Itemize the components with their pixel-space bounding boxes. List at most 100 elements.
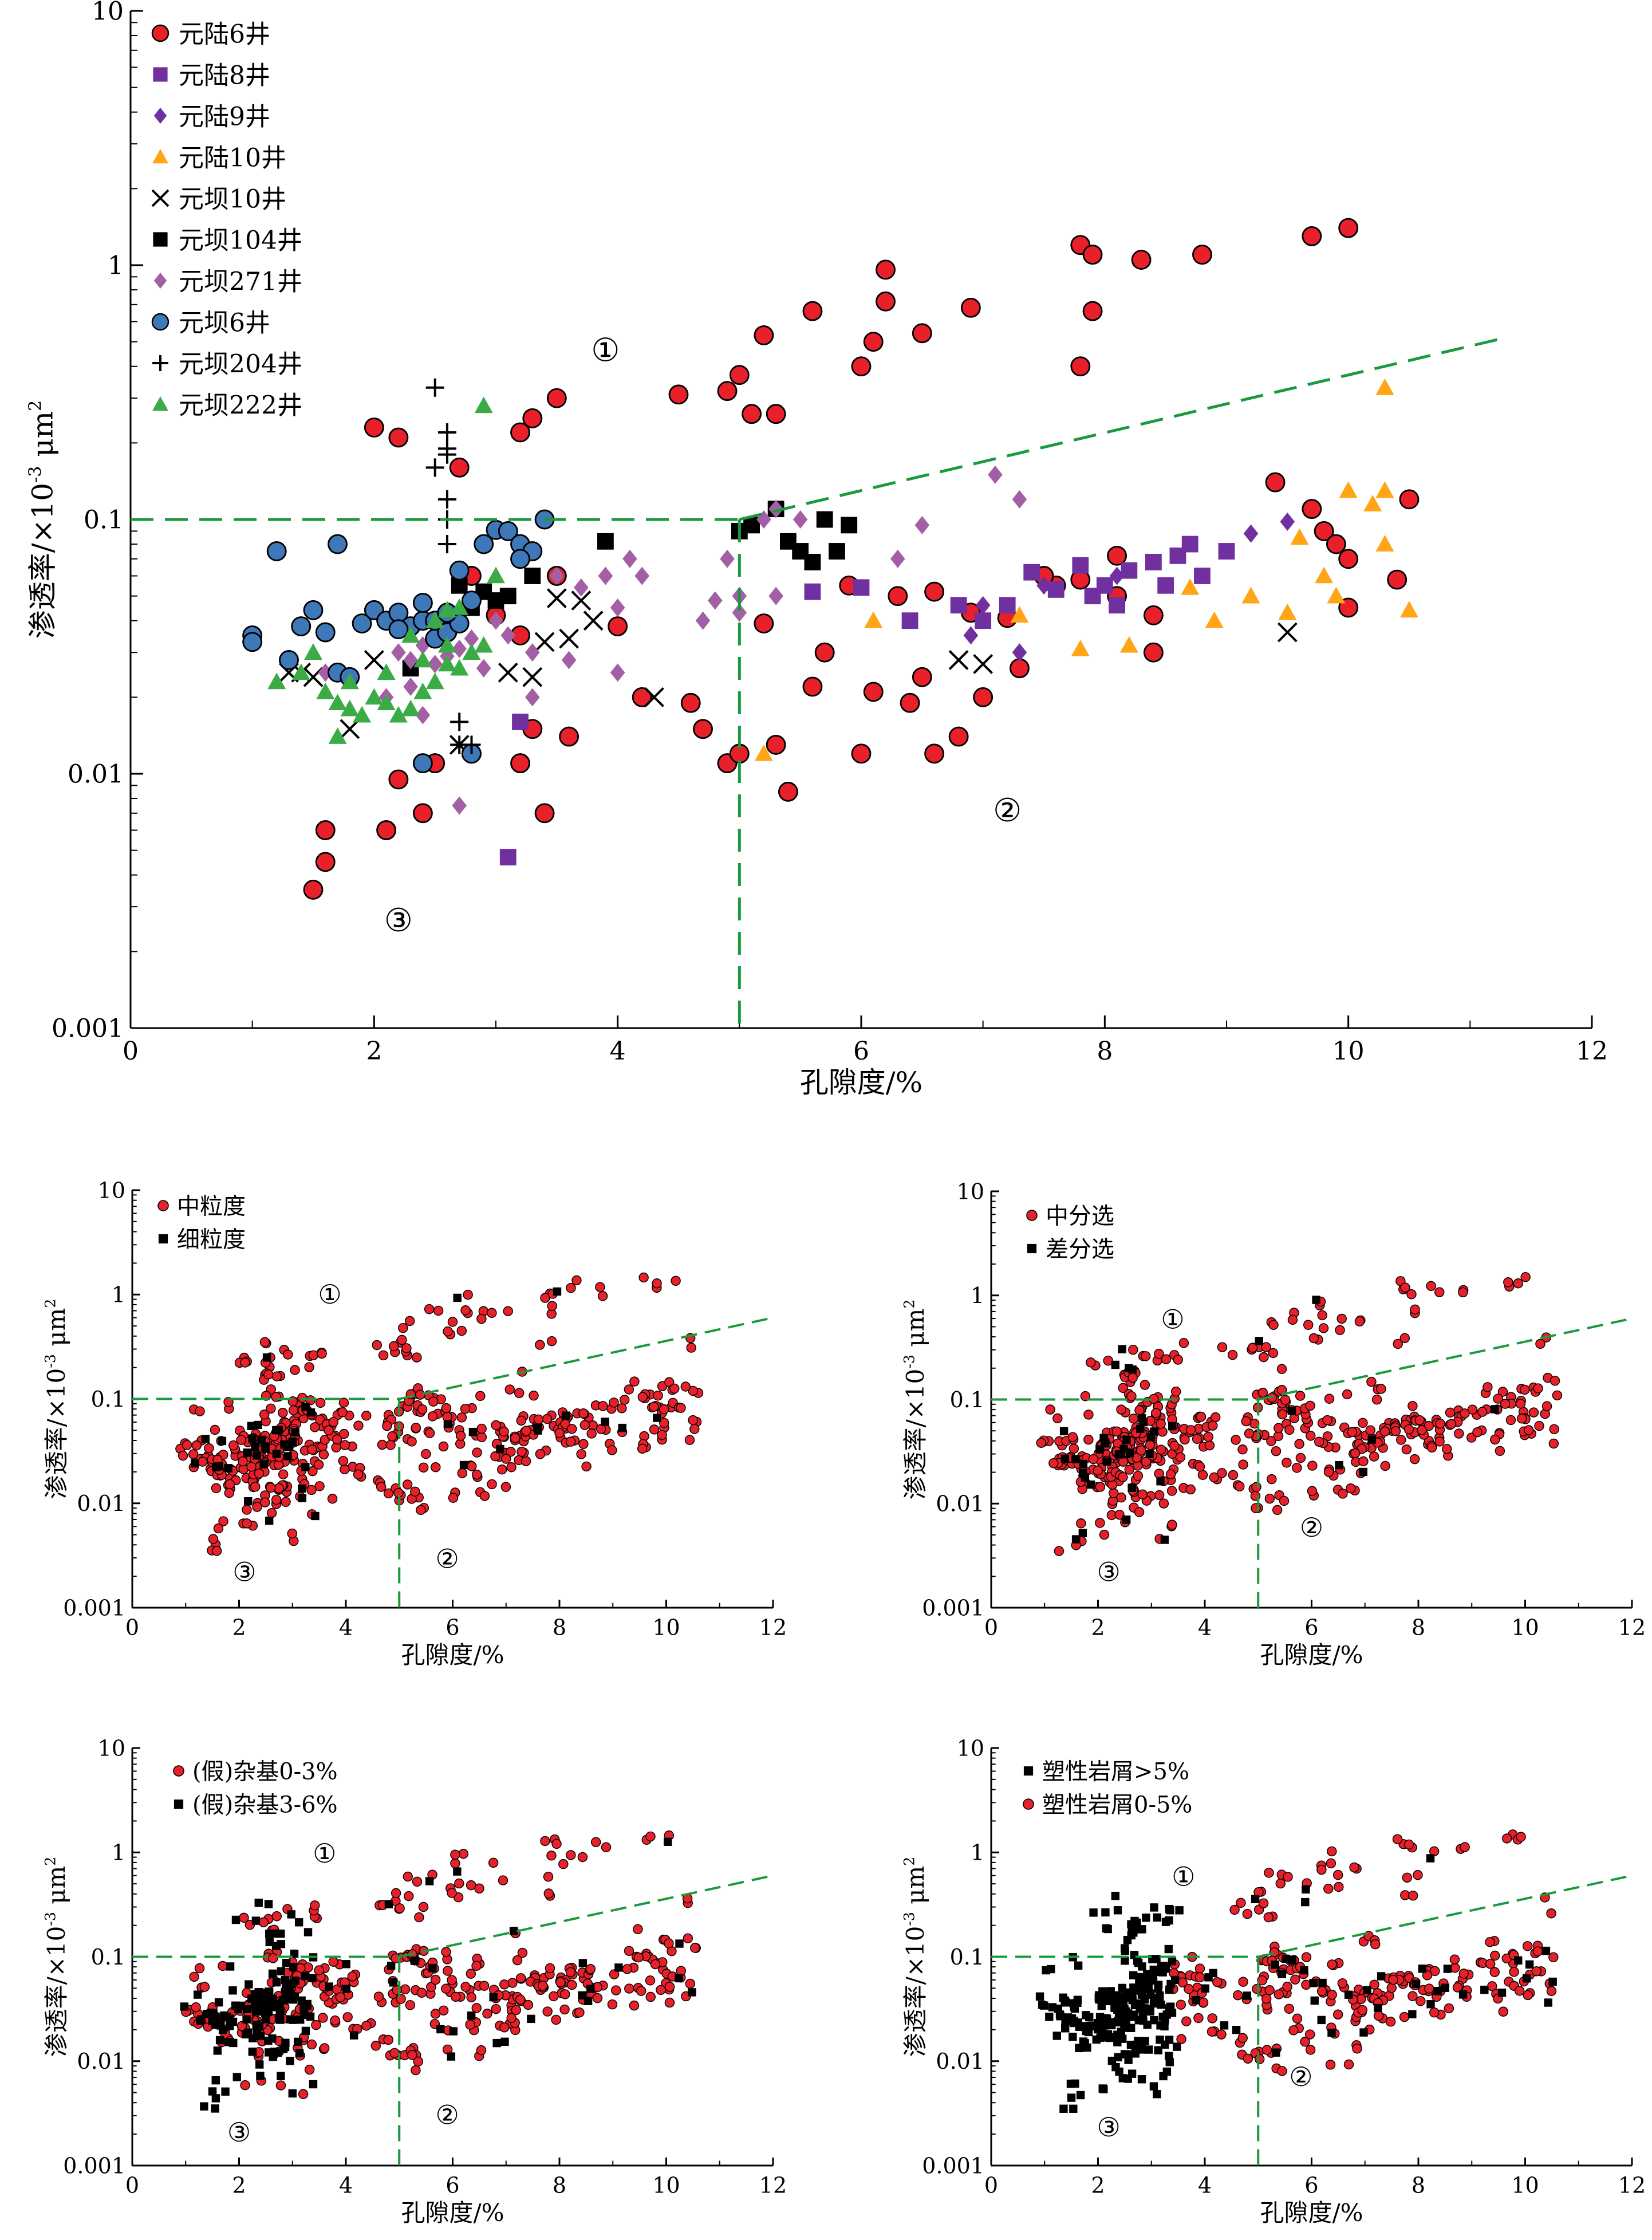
data-point xyxy=(975,612,992,629)
data-point xyxy=(611,1985,621,1995)
data-point xyxy=(257,1435,266,1444)
x-tick-label: 10 xyxy=(1332,1037,1365,1066)
data-point xyxy=(328,727,347,744)
y-tick-label: 0.001 xyxy=(922,2153,984,2178)
data-point xyxy=(391,1888,401,1899)
data-point xyxy=(391,643,406,662)
data-point xyxy=(1495,1446,1505,1456)
data-point xyxy=(377,663,396,680)
data-point xyxy=(522,408,543,428)
data-point xyxy=(476,1313,487,1324)
data-point xyxy=(1060,1996,1069,2005)
data-point xyxy=(259,1460,268,1469)
data-point xyxy=(561,651,577,670)
data-point xyxy=(1288,1955,1296,1965)
data-point xyxy=(214,1998,223,2007)
data-point xyxy=(174,1799,184,1809)
data-point xyxy=(1408,1891,1418,1901)
data-point xyxy=(601,1842,612,1852)
data-point xyxy=(1292,1463,1302,1473)
data-point xyxy=(645,1831,656,1842)
data-point-stroke xyxy=(303,667,324,687)
data-point xyxy=(1210,1412,1221,1423)
data-point xyxy=(349,2031,358,2040)
legend-item: 元坝6井 xyxy=(151,309,270,338)
data-point xyxy=(1346,1483,1356,1494)
data-point xyxy=(266,541,287,561)
data-point xyxy=(525,643,540,662)
data-point xyxy=(256,2072,265,2080)
data-point xyxy=(1264,1868,1274,1878)
data-point xyxy=(1132,1983,1141,1992)
data-point xyxy=(488,611,503,630)
data-point xyxy=(437,636,456,653)
data-point xyxy=(151,24,169,42)
data-point xyxy=(1426,2000,1435,2009)
data-point xyxy=(453,1293,462,1302)
data-point xyxy=(1052,2032,1061,2040)
data-point xyxy=(510,549,530,569)
data-point xyxy=(204,1443,214,1454)
cutoff-sloped xyxy=(739,336,1507,521)
data-point xyxy=(458,1849,469,1859)
data-point xyxy=(1165,2036,1174,2044)
data-point xyxy=(499,1979,510,1990)
data-point xyxy=(1136,1424,1145,1433)
legend-label: 元陆9井 xyxy=(179,103,270,132)
legend-label: 中粒度 xyxy=(177,1193,246,1219)
data-point xyxy=(476,1423,487,1434)
data-point xyxy=(717,381,738,401)
y-tick-label: 10 xyxy=(92,0,124,26)
data-point xyxy=(1242,1908,1253,1919)
data-point xyxy=(352,613,372,634)
data-point xyxy=(1118,1472,1128,1482)
data-point xyxy=(547,1301,557,1311)
data-point xyxy=(1301,1952,1312,1962)
series-8 xyxy=(425,378,481,754)
data-point xyxy=(370,2041,381,2051)
data-point xyxy=(1523,1974,1531,1983)
data-point xyxy=(1244,1428,1255,1439)
data-point xyxy=(1442,1444,1452,1454)
data-point xyxy=(1045,2013,1054,2021)
data-point xyxy=(1128,1414,1139,1424)
data-point xyxy=(228,1440,239,1451)
data-point xyxy=(1268,1348,1279,1359)
data-point xyxy=(307,1466,318,1477)
data-point-stroke xyxy=(1277,622,1298,643)
data-point-stroke xyxy=(151,189,169,207)
data-point xyxy=(412,593,433,613)
data-point xyxy=(688,1415,698,1426)
data-point xyxy=(1335,1325,1345,1336)
data-point xyxy=(1181,578,1200,595)
data-point xyxy=(1261,1993,1272,2004)
data-point xyxy=(1197,1470,1208,1480)
data-point xyxy=(1305,2045,1316,2055)
y-tick-label: 10 xyxy=(957,1179,984,1204)
data-point xyxy=(1238,1977,1248,1987)
data-point xyxy=(1371,1394,1382,1405)
data-point xyxy=(814,642,835,663)
data-point xyxy=(492,2038,501,2048)
data-point xyxy=(1236,1897,1246,1908)
data-point xyxy=(577,1852,588,1863)
data-point xyxy=(471,2003,482,2013)
data-point xyxy=(1309,1979,1318,1987)
data-point xyxy=(425,378,444,397)
data-point xyxy=(242,1505,252,1515)
data-point xyxy=(1491,1405,1499,1414)
data-point xyxy=(255,2060,264,2069)
data-point xyxy=(516,1415,526,1426)
data-point xyxy=(1012,490,1027,509)
data-point xyxy=(152,355,168,371)
data-point xyxy=(474,534,494,554)
data-point xyxy=(218,1961,228,1971)
data-point xyxy=(1444,2003,1454,2014)
data-point xyxy=(1327,1959,1337,1970)
data-point xyxy=(182,1440,192,1450)
data-point xyxy=(507,1978,518,1988)
data-point xyxy=(680,1381,691,1392)
data-point xyxy=(1292,2013,1303,2024)
data-point xyxy=(453,1867,462,1876)
data-point xyxy=(1165,2052,1173,2060)
